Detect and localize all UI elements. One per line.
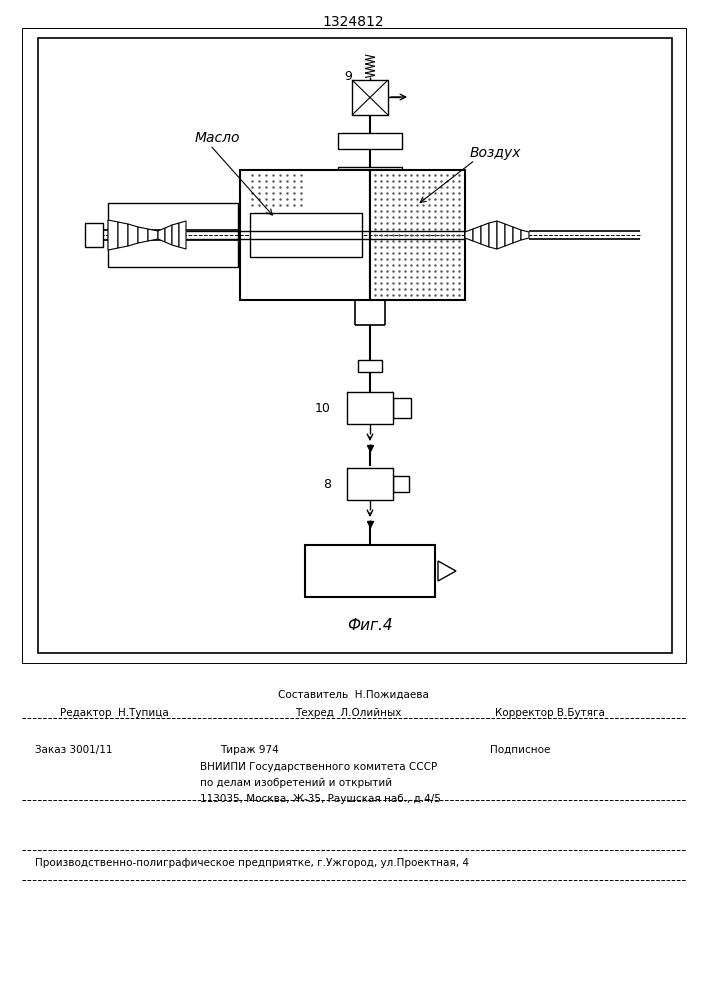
Text: Масло: Масло [195, 131, 240, 145]
Polygon shape [148, 229, 158, 241]
Polygon shape [179, 221, 186, 249]
Polygon shape [118, 222, 128, 248]
Text: 1324812: 1324812 [322, 15, 384, 29]
Bar [347, 468, 393, 500]
Polygon shape [489, 221, 497, 249]
Text: Подписное: Подписное [490, 745, 550, 755]
Bar [38, 38, 672, 653]
Text: Составитель  Н.Пожидаева: Составитель Н.Пожидаева [278, 690, 428, 700]
Bar [347, 392, 393, 424]
Bar [240, 170, 370, 300]
Text: 9: 9 [344, 70, 352, 83]
Bar [393, 476, 409, 492]
Text: Редактор  Н.Тупица: Редактор Н.Тупица [60, 708, 169, 718]
Bar [305, 545, 435, 597]
Polygon shape [473, 226, 481, 244]
Text: по делам изобретений и открытий: по делам изобретений и открытий [200, 778, 392, 788]
Bar [370, 170, 465, 300]
Text: Заказ 3001/11: Заказ 3001/11 [35, 745, 112, 755]
Text: Тираж 974: Тираж 974 [220, 745, 279, 755]
Text: Производственно-полиграфическое предприятке, г.Ужгород, ул.Проектная, 4: Производственно-полиграфическое предприя… [35, 858, 469, 868]
Polygon shape [513, 227, 521, 243]
Polygon shape [128, 224, 138, 246]
Bar [250, 213, 362, 257]
Text: Фиг.4: Фиг.4 [347, 617, 393, 633]
Text: Техред  Л.Олийных: Техред Л.Олийных [295, 708, 402, 718]
Text: Воздух: Воздух [470, 146, 522, 160]
Text: 10: 10 [315, 401, 331, 414]
Polygon shape [465, 229, 473, 241]
Bar [338, 167, 402, 181]
Polygon shape [505, 224, 513, 246]
Text: Корректор В.Бутяга: Корректор В.Бутяга [495, 708, 605, 718]
Polygon shape [172, 223, 179, 247]
Polygon shape [497, 221, 505, 249]
Bar [352, 80, 388, 115]
Polygon shape [165, 225, 172, 245]
Polygon shape [138, 227, 148, 243]
Polygon shape [108, 220, 118, 250]
Text: ВНИИПИ Государственного комитета СССР: ВНИИПИ Государственного комитета СССР [200, 762, 437, 772]
Bar [108, 203, 238, 267]
Text: 8: 8 [323, 478, 331, 490]
Bar [338, 133, 402, 149]
Text: 113035, Москва, Ж-35, Раушская наб., д.4/5: 113035, Москва, Ж-35, Раушская наб., д.4… [200, 794, 441, 804]
Polygon shape [521, 230, 529, 240]
Bar [85, 223, 103, 247]
Polygon shape [158, 228, 165, 242]
Polygon shape [481, 223, 489, 247]
Bar [22, 28, 686, 663]
Bar [393, 398, 411, 418]
Polygon shape [438, 561, 456, 581]
Bar [358, 360, 382, 372]
